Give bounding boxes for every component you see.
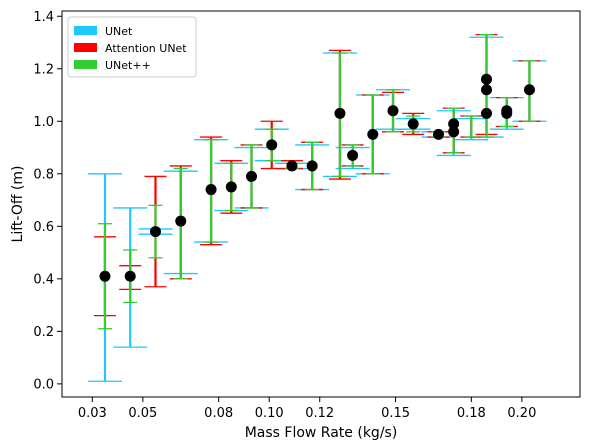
mean-point	[124, 270, 136, 282]
x-axis-label: Mass Flow Rate (kg/s)	[245, 425, 398, 441]
x-tick-label: 0.20	[507, 406, 536, 421]
y-tick-label: 0.4	[33, 272, 54, 287]
mean-point	[481, 73, 493, 85]
x-tick-label: 0.15	[381, 406, 410, 421]
mean-point	[523, 84, 535, 96]
mean-point	[205, 184, 217, 196]
legend-label: Attention UNet	[105, 42, 187, 55]
legend-label: UNet++	[105, 59, 151, 72]
mean-point	[306, 160, 318, 172]
mean-point	[286, 160, 298, 172]
mean-point	[99, 270, 111, 282]
x-tick-label: 0.10	[255, 406, 284, 421]
y-tick-label: 0.8	[33, 167, 54, 182]
mean-point	[481, 84, 493, 96]
y-axis-label: Lift-Off (m)	[10, 166, 26, 243]
legend: UNet Attention UNet UNet++	[67, 16, 197, 78]
mean-point	[266, 139, 278, 151]
y-tick-label: 1.4	[33, 10, 54, 25]
mean-point	[448, 118, 460, 130]
mean-point	[149, 226, 161, 238]
y-tick-label: 1.0	[33, 115, 54, 130]
errorbar-unet-	[464, 115, 479, 138]
x-tick-label: 0.12	[305, 406, 334, 421]
mean-point	[334, 107, 346, 119]
legend-label: UNet	[105, 25, 133, 38]
y-tick-label: 0.0	[33, 377, 54, 392]
mean-point	[387, 105, 399, 117]
x-tick-label: 0.03	[78, 406, 107, 421]
mean-point	[175, 215, 187, 227]
y-axis-ticks: 0.0 0.2 0.4 0.6 0.8 1.0 1.2 1.4	[33, 10, 62, 392]
y-tick-label: 0.6	[33, 220, 54, 235]
x-tick-label: 0.05	[128, 406, 157, 421]
mean-point	[481, 107, 493, 119]
x-tick-label: 0.18	[457, 406, 486, 421]
x-axis-ticks: 0.03 0.05 0.08 0.10 0.12 0.15 0.18 0.20	[78, 397, 536, 421]
mean-points	[99, 73, 535, 282]
x-tick-label: 0.08	[204, 406, 233, 421]
mean-point	[501, 105, 513, 117]
mean-point	[432, 128, 444, 140]
mean-point	[448, 126, 460, 138]
mean-point	[225, 181, 237, 193]
y-tick-label: 0.2	[33, 325, 54, 340]
y-tick-label: 1.2	[33, 62, 54, 77]
legend-swatch	[74, 43, 97, 52]
mean-point	[407, 118, 419, 130]
mean-point	[347, 149, 359, 161]
mean-point	[367, 128, 379, 140]
legend-swatch	[74, 60, 97, 69]
legend-box	[67, 16, 197, 78]
mean-point	[246, 170, 258, 182]
legend-swatch	[74, 26, 97, 35]
